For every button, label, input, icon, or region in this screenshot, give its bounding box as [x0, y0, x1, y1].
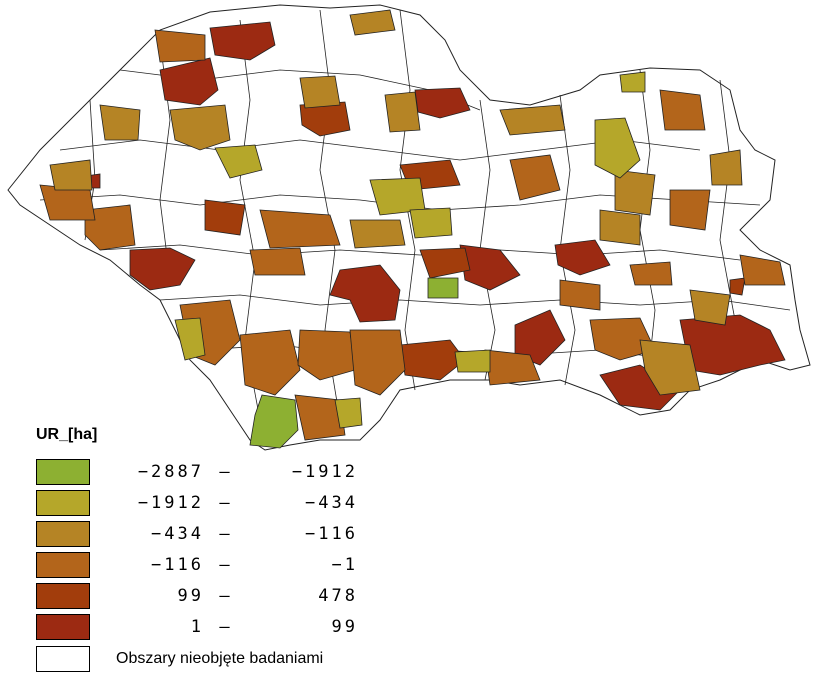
legend-range: −1912– −434: [137, 493, 358, 513]
legend-range: 99–478: [177, 586, 358, 606]
legend-range: −434– −116: [151, 524, 358, 544]
legend-item: −434– −116: [36, 521, 456, 547]
legend-range: 1–99: [190, 617, 358, 637]
legend-swatch: [36, 614, 90, 640]
legend-item: 99–478: [36, 583, 456, 609]
legend-swatch: [36, 583, 90, 609]
legend-swatch: [36, 552, 90, 578]
legend-item-nodata: Obszary nieobjęte badaniami: [36, 646, 456, 672]
legend-nodata-label: Obszary nieobjęte badaniami: [116, 650, 324, 667]
legend-swatch: [36, 521, 90, 547]
legend-item: −2887– −1912: [36, 459, 456, 485]
legend-item: −1912– −434: [36, 490, 456, 516]
legend-swatch-nodata: [36, 646, 90, 672]
legend-swatch: [36, 459, 90, 485]
legend: UR_[ha] −2887– −1912 −1912– −434 −434– −116…: [36, 426, 456, 678]
map-units: [39, 9, 786, 449]
legend-title: UR_[ha]: [36, 426, 98, 443]
legend-item: −116– −1: [36, 552, 456, 578]
legend-range: −2887– −1912: [137, 462, 358, 482]
legend-range: −116– −1: [151, 555, 358, 575]
legend-item: 1–99: [36, 614, 456, 640]
legend-swatch: [36, 490, 90, 516]
